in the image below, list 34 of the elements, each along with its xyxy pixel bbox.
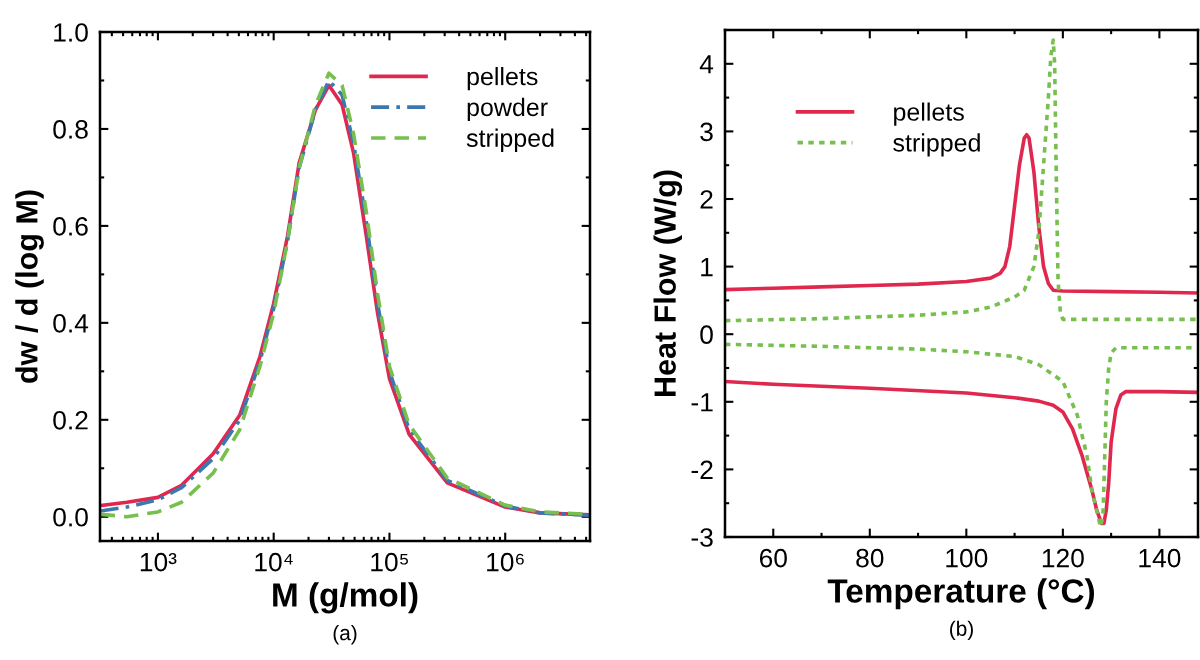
legend-label: powder <box>467 97 548 122</box>
y-tick-label: -3 <box>691 528 713 547</box>
x-axis-title: M (g/mol) <box>273 582 418 614</box>
y-tick-label: 0.4 <box>53 313 89 333</box>
x-tick-label: 120 <box>1042 548 1084 568</box>
text: (a) <box>333 624 357 645</box>
x-tick-label: 10³ <box>140 552 177 572</box>
x-tick-label: 100 <box>946 548 988 568</box>
y-axis-title: dw / d (log M) <box>15 190 44 383</box>
x-tick-label: 10⁵ <box>371 552 408 572</box>
y-tick-label: 0.6 <box>53 217 88 236</box>
y-tick-label: 1 <box>701 258 713 277</box>
y-tick-label: 0.0 <box>53 507 88 527</box>
legend-label: pellets <box>894 102 964 126</box>
y-tick-label: -1 <box>691 393 713 412</box>
legend-label: pellets <box>467 67 538 91</box>
x-tick-label: 80 <box>856 548 884 568</box>
legend-label: stripped <box>466 128 554 152</box>
x-tick-label: 140 <box>1139 548 1181 568</box>
y-tick-label: -2 <box>691 460 713 479</box>
x-axis-title: Temperature (°C) <box>827 578 1095 610</box>
legend-label: stripped <box>893 133 980 157</box>
text: (b) <box>950 620 973 641</box>
y-tick-label: 4 <box>699 55 714 74</box>
y-axis-title: Heat Flow (W/g) <box>653 170 683 397</box>
y-tick-label: 2 <box>700 190 713 209</box>
y-tick-label: 0.8 <box>53 120 88 139</box>
x-tick-label: 60 <box>759 548 787 568</box>
y-tick-label: 0 <box>700 325 713 345</box>
y-tick-label: 1.0 <box>54 23 88 42</box>
y-tick-label: 3 <box>700 122 713 142</box>
x-tick-label: 10⁴ <box>255 552 293 572</box>
y-tick-label: 0.2 <box>53 410 88 430</box>
x-tick-label: 10⁶ <box>487 552 524 572</box>
